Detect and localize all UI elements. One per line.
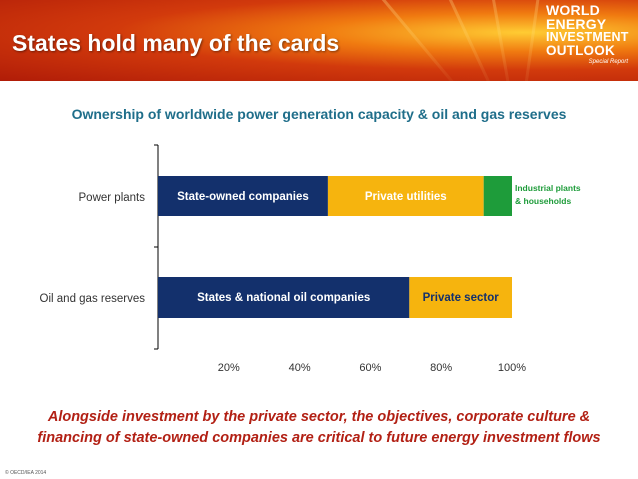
bar-segment [409, 277, 512, 318]
logo-line-4: OUTLOOK [546, 42, 615, 58]
logo-line-5: Special Report [588, 59, 628, 65]
bar-segment-label: State-owned companies [177, 191, 309, 203]
bar-segment [158, 176, 328, 216]
logo-line-2: ENERGY [546, 16, 607, 32]
industrial-annotation: & households [515, 196, 571, 206]
slide-header: States hold many of the cards WORLD ENER… [0, 0, 638, 81]
footer-line-2: financing of state-owned companies are c… [37, 430, 601, 446]
y-tick-label: Power plants [79, 192, 146, 204]
x-tick-label: 20% [218, 362, 240, 374]
bar-segment [483, 176, 512, 216]
weo-logo: WORLD ENERGY INVESTMENT OUTLOOK Special … [546, 3, 634, 77]
copyright: © OECD/IEA 2014 [5, 470, 47, 476]
bar-segment-label: Private sector [423, 292, 500, 304]
bar-segment-label: Private utilities [365, 191, 447, 203]
x-tick-label: 80% [430, 362, 452, 374]
footer-line-1: Alongside investment by the private sect… [47, 409, 591, 425]
chart-title: Ownership of worldwide power generation … [71, 106, 567, 122]
x-tick-label: 100% [498, 362, 526, 374]
bar-segment-label: States & national oil companies [197, 292, 370, 304]
slide-title: States hold many of the cards [12, 30, 340, 56]
x-tick-label: 60% [359, 362, 381, 374]
y-tick-label: Oil and gas reserves [40, 293, 146, 305]
logo-line-3: INVESTMENT [546, 30, 629, 44]
bar-segment [327, 176, 484, 216]
logo-line-1: WORLD [546, 2, 600, 18]
x-tick-label: 40% [289, 362, 311, 374]
industrial-annotation: Industrial plants [515, 183, 581, 193]
footer-note: Alongside investment by the private sect… [0, 407, 638, 449]
bar-segment [158, 277, 410, 318]
